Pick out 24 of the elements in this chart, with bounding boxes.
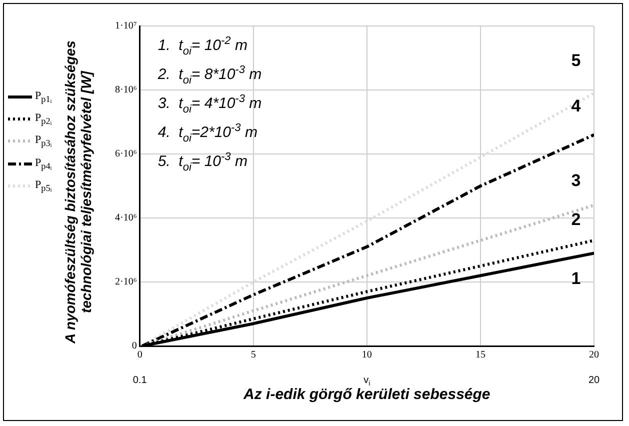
annotation: 4 <box>571 96 582 116</box>
legend-label: P$_{p5ᵢ}$ <box>35 178 52 193</box>
y-tick-label: 1·10⁷ <box>114 20 138 32</box>
x-tick-label: 5 <box>250 350 256 361</box>
x-tick-label: 20 <box>589 350 599 361</box>
text: 20 <box>588 374 600 386</box>
legend-label: P$_{p4ᵢ}$ <box>35 156 52 171</box>
x-axis-title: Az i-edik görgő kerületi sebessége <box>242 386 490 404</box>
y-axis-title: A nyomófeszültség biztosításához szükséges technológiai teljesítményfelvétel [W] <box>62 40 95 346</box>
y-tick-label: 6·10⁶ <box>114 148 138 160</box>
y-tick-label: 8·10⁶ <box>114 84 138 96</box>
x-tick-label: 10 <box>362 350 372 361</box>
annotation: 1 <box>571 268 581 288</box>
legend-label: P$_{p3ᵢ}$ <box>35 134 52 149</box>
legend-label: P$_{p2ᵢ}$ <box>35 112 52 126</box>
annotation: 5 <box>571 50 581 70</box>
y-tick-label: 0 <box>132 340 137 352</box>
text: 0.1 <box>132 374 148 386</box>
annotation: 3 <box>571 170 581 190</box>
x-tick-label: 15 <box>475 350 486 361</box>
annotation: 2 <box>571 210 581 230</box>
y-tick-label: 2·10⁶ <box>114 276 138 288</box>
y-tick-label: 4·10⁶ <box>114 212 138 224</box>
legend-label: P$_{p1ᵢ}$ <box>35 90 52 104</box>
